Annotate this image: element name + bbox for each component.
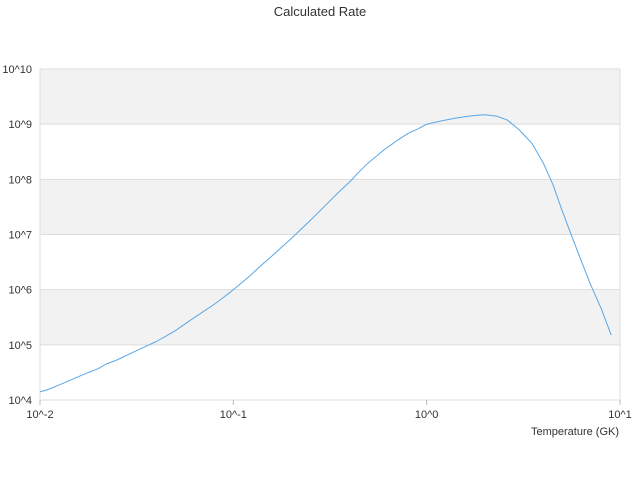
y-tick-label: 10^10	[2, 64, 32, 76]
plot-bands	[40, 69, 620, 345]
y-axis: 10^4 10^5 10^6 10^7 10^8 10^9 10^10	[2, 64, 32, 407]
plot-band	[40, 69, 620, 125]
x-axis: 10^-2 10^-1 10^0 10^1	[26, 400, 632, 421]
x-tick-label: 10^-2	[26, 409, 53, 421]
y-tick-label: 10^8	[8, 174, 32, 186]
y-tick-label: 10^4	[8, 395, 32, 407]
y-tick-label: 10^7	[8, 230, 32, 242]
series-layer	[39, 114, 612, 393]
series-line	[39, 114, 612, 393]
x-axis-label: Temperature (GK)	[531, 426, 619, 438]
chart-title: Calculated Rate	[274, 4, 367, 19]
x-tick-label: 10^0	[415, 409, 439, 421]
y-tick-label: 10^6	[8, 285, 32, 297]
y-tick-label: 10^5	[8, 340, 32, 352]
plot-band	[40, 179, 620, 235]
y-tick-label: 10^9	[8, 119, 32, 131]
x-tick-label: 10^1	[608, 409, 632, 421]
gridlines	[39, 68, 621, 401]
x-tick-label: 10^-1	[220, 409, 247, 421]
plot-band	[40, 289, 620, 345]
